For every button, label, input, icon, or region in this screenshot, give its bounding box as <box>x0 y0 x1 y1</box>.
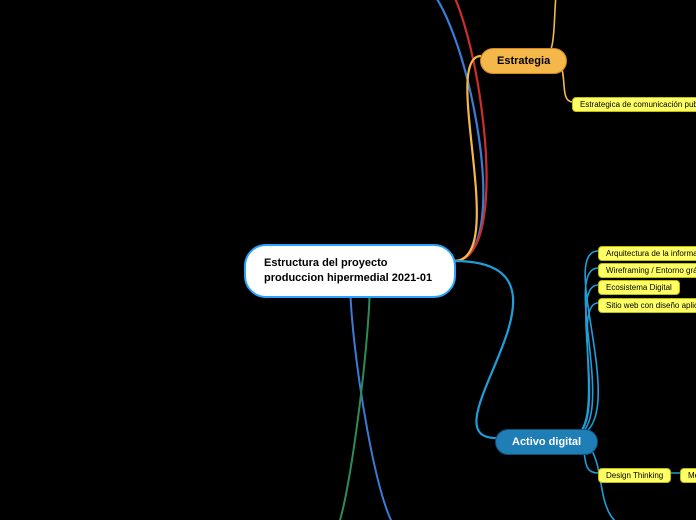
edge <box>454 261 513 438</box>
branch-estrategia[interactable]: Estrategia <box>480 48 567 74</box>
leaf-label: Ecosistema Digital <box>606 283 672 292</box>
branch-estrategia-label: Estrategia <box>497 55 550 67</box>
leaf-arquitectura[interactable]: Arquitectura de la información <box>598 246 696 261</box>
leaf-sitio-web[interactable]: Sitio web con diseño aplicado <box>598 298 696 313</box>
branch-activo-label: Activo digital <box>512 436 581 448</box>
edge <box>415 0 483 261</box>
edge <box>454 56 481 261</box>
edge <box>568 268 598 438</box>
leaf-label: Wireframing / Entorno gráfico <box>606 266 696 275</box>
root-node[interactable]: Estructura del proyecto produccion hiper… <box>244 244 456 298</box>
leaf-design-thinking[interactable]: Design Thinking <box>598 468 671 483</box>
leaf-wireframing[interactable]: Wireframing / Entorno gráfico <box>598 263 696 278</box>
leaf-label: Estrategica de comunicación publicitaria <box>580 100 696 109</box>
edge <box>440 0 487 261</box>
mindmap-canvas: Estructura del proyecto produccion hiper… <box>0 0 696 520</box>
leaf-label: Sitio web con diseño aplicado <box>606 301 696 310</box>
edge <box>568 251 598 438</box>
leaf-metodo[interactable]: Metodo <box>680 468 696 483</box>
leaf-label: Design Thinking <box>606 471 663 480</box>
branch-activo-digital[interactable]: Activo digital <box>495 429 598 455</box>
leaf-label: Metodo <box>688 471 696 480</box>
edge <box>568 285 598 438</box>
leaf-ecosistema[interactable]: Ecosistema Digital <box>598 280 680 295</box>
edge <box>568 303 598 438</box>
leaf-estrategica-comunicacion[interactable]: Estrategica de comunicación publicitaria <box>572 97 696 112</box>
leaf-label: Arquitectura de la información <box>606 249 696 258</box>
root-label: Estructura del proyecto produccion hiper… <box>264 257 432 284</box>
edge <box>350 278 400 520</box>
